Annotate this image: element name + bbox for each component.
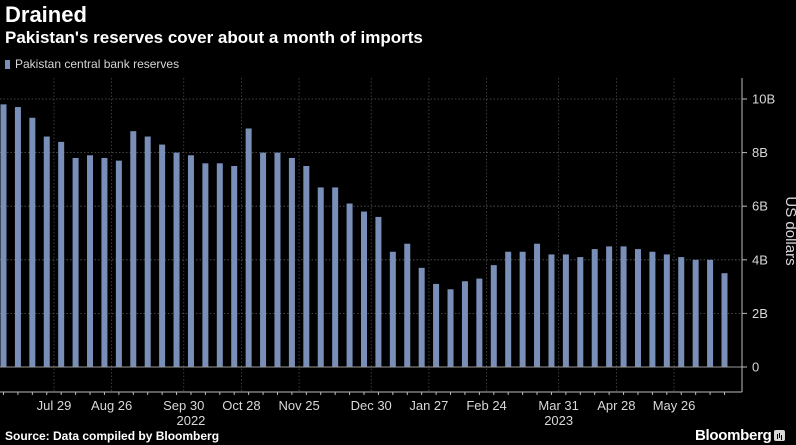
bar xyxy=(216,163,223,367)
bar xyxy=(288,157,295,367)
legend: Pakistan central bank reserves xyxy=(5,57,179,71)
x-tick-label: Feb 24 xyxy=(466,398,506,413)
bar xyxy=(490,265,497,367)
bar xyxy=(707,259,714,367)
bar xyxy=(692,259,699,367)
y-tick-label: 0 xyxy=(752,360,759,375)
legend-label: Pakistan central bank reserves xyxy=(15,57,180,71)
bar xyxy=(14,107,21,367)
x-tick-label: Sep 30 xyxy=(163,398,204,413)
x-tick-label: Dec 30 xyxy=(351,398,392,413)
x-tick-label: May 26 xyxy=(653,398,696,413)
bar xyxy=(274,152,281,367)
bar xyxy=(663,254,670,367)
bars xyxy=(0,104,728,368)
y-tick-label: 10B xyxy=(752,92,775,107)
chart-title: Drained xyxy=(5,2,87,27)
bar xyxy=(130,131,137,367)
bar xyxy=(721,273,728,367)
y-tick-label: 4B xyxy=(752,252,768,267)
y-tick-label: 6B xyxy=(752,199,768,214)
bar xyxy=(346,203,353,367)
bar xyxy=(389,251,396,367)
bar xyxy=(317,187,324,367)
bar xyxy=(534,243,541,367)
bloomberg-chart-icon xyxy=(774,430,786,441)
bar xyxy=(548,254,555,367)
x-tick-label: Aug 26 xyxy=(91,398,132,413)
bar xyxy=(202,163,209,367)
bar xyxy=(332,187,339,367)
bar xyxy=(447,289,454,367)
bar xyxy=(159,144,166,367)
bar xyxy=(43,136,50,367)
x-year-label: 2022 xyxy=(176,413,205,425)
x-tick-label: Mar 31 xyxy=(538,398,578,413)
bar xyxy=(591,249,598,367)
bar xyxy=(620,246,627,367)
bar xyxy=(577,257,584,367)
x-tick-label: Jan 27 xyxy=(409,398,448,413)
y-tick-label: 8B xyxy=(752,145,768,160)
bar xyxy=(144,136,151,367)
bar xyxy=(187,155,194,367)
bar xyxy=(433,283,440,367)
bar xyxy=(375,216,382,367)
chart-subtitle: Pakistan's reserves cover about a month … xyxy=(5,28,423,47)
bar xyxy=(58,141,65,367)
bar xyxy=(231,166,238,367)
bar xyxy=(461,281,468,367)
bar xyxy=(101,157,108,367)
axes xyxy=(0,78,747,395)
bar xyxy=(361,211,367,367)
bar xyxy=(115,160,122,367)
bar xyxy=(519,251,526,367)
bar xyxy=(634,249,641,367)
x-tick-label: Jul 29 xyxy=(37,398,72,413)
bar xyxy=(505,251,512,367)
x-tick-label: Oct 28 xyxy=(222,398,260,413)
bar xyxy=(678,257,685,367)
bar xyxy=(260,152,267,367)
x-tick-label: Nov 25 xyxy=(279,398,320,413)
bar xyxy=(476,278,483,367)
y-axis-label: US dollars xyxy=(782,196,796,265)
bar xyxy=(173,152,180,367)
x-tick-label: Apr 28 xyxy=(597,398,635,413)
bar xyxy=(245,128,252,367)
bar xyxy=(87,155,94,367)
bar xyxy=(303,166,310,367)
brand-name: Bloomberg xyxy=(695,427,772,444)
bar xyxy=(0,104,7,368)
brand-logo: Bloomberg xyxy=(695,427,786,444)
bar xyxy=(606,246,613,367)
x-year-label: 2023 xyxy=(544,413,573,425)
grid-lines xyxy=(0,78,742,392)
bar xyxy=(72,157,79,367)
bar xyxy=(562,254,569,367)
bar xyxy=(649,251,656,367)
source-note: Source: Data compiled by Bloomberg xyxy=(5,429,220,443)
y-tick-label: 2B xyxy=(752,306,768,321)
bar xyxy=(418,267,425,367)
bar-chart: 0 2B 4B 6B 8B 10B Jul 29 Aug 26 Sep 30 Oct 28 Nov… xyxy=(0,78,796,425)
y-tick-labels: 0 2B 4B 6B 8B 10B xyxy=(752,92,775,375)
bar xyxy=(29,117,36,367)
legend-swatch xyxy=(5,59,10,69)
bar xyxy=(404,243,411,367)
x-tick-labels: Jul 29 Aug 26 Sep 30 Oct 28 Nov 25 Dec 30 Jan … xyxy=(37,398,696,425)
